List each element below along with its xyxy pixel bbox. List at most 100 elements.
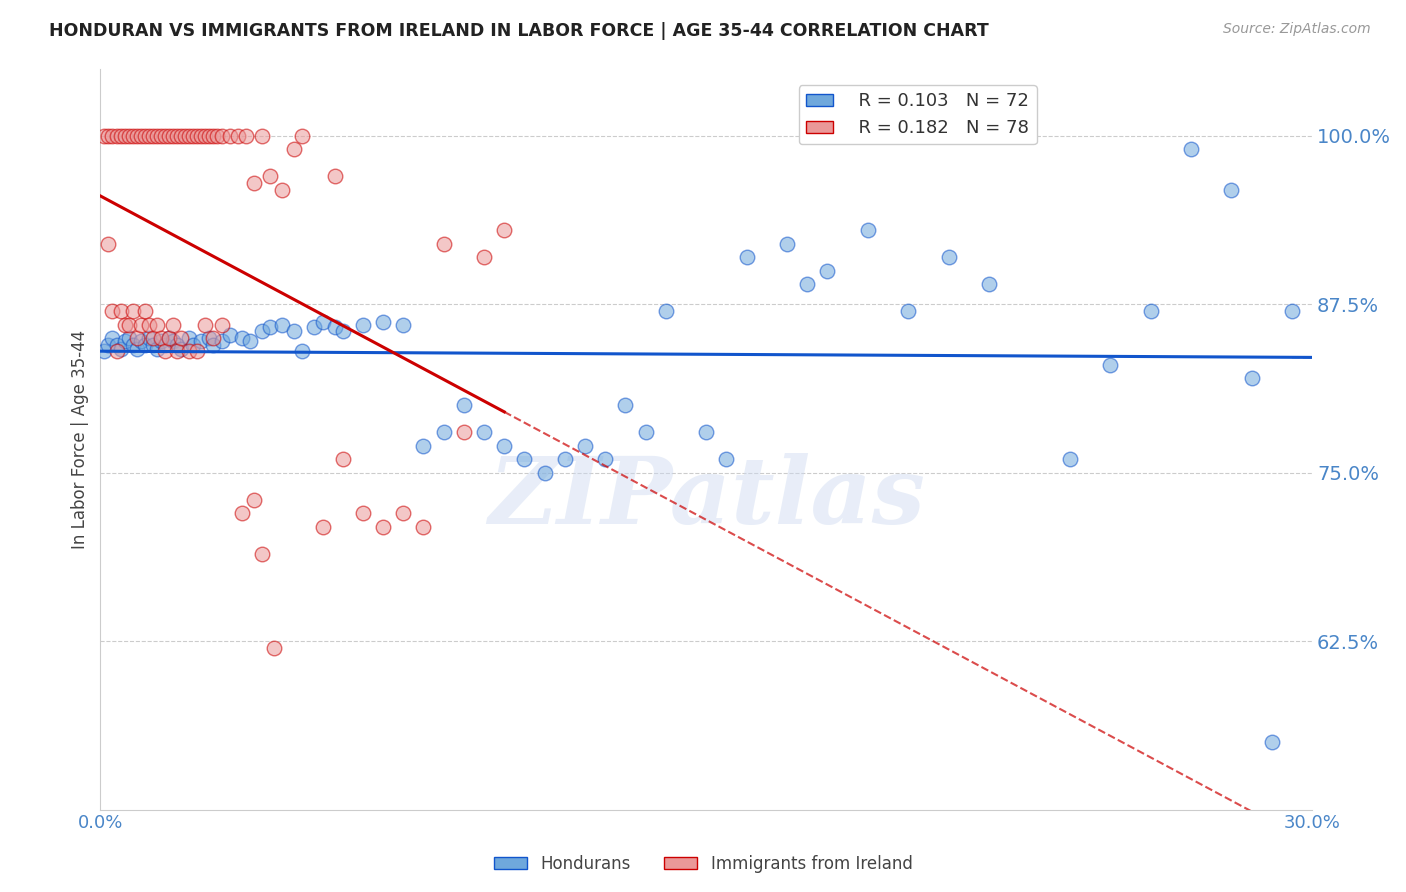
Point (263, 640, 285, 655)
Point (304, 320, 326, 334)
Point (101, 304, 124, 318)
Point (614, 398, 637, 412)
Point (259, 169, 281, 184)
Point (1059, 452, 1081, 467)
Point (153, 344, 176, 359)
Point (138, 128, 160, 143)
Point (186, 344, 208, 359)
Point (977, 277, 1000, 291)
Point (574, 439, 596, 453)
Point (190, 334, 212, 348)
Point (105, 337, 128, 351)
Point (494, 439, 516, 453)
Point (1139, 304, 1161, 318)
Point (97, 236, 120, 251)
Point (101, 331, 124, 345)
Point (157, 331, 180, 345)
Point (1261, 735, 1284, 749)
Point (179, 128, 201, 143)
Point (194, 318, 217, 332)
Point (1281, 304, 1303, 318)
Point (392, 506, 415, 520)
Point (311, 519, 333, 533)
Point (323, 169, 346, 184)
Point (170, 342, 193, 356)
Point (194, 128, 217, 143)
Point (226, 128, 249, 143)
Point (243, 492, 266, 507)
Point (170, 128, 193, 143)
Point (332, 324, 354, 338)
Point (695, 425, 717, 440)
Point (105, 344, 128, 359)
Legend: Hondurans, Immigrants from Ireland: Hondurans, Immigrants from Ireland (486, 848, 920, 880)
Point (166, 128, 188, 143)
Point (117, 128, 139, 143)
Point (198, 128, 221, 143)
Point (149, 128, 172, 143)
Point (166, 337, 188, 351)
Y-axis label: In Labor Force | Age 35-44: In Labor Force | Age 35-44 (72, 329, 89, 549)
Point (371, 519, 394, 533)
Point (271, 318, 294, 332)
Point (218, 128, 240, 143)
Point (162, 318, 184, 332)
Point (121, 337, 143, 351)
Point (291, 344, 314, 359)
Point (179, 331, 201, 345)
Point (129, 318, 152, 332)
Point (259, 320, 281, 334)
Point (243, 176, 266, 190)
Point (129, 334, 152, 348)
Text: Source: ZipAtlas.com: Source: ZipAtlas.com (1223, 22, 1371, 37)
Point (211, 128, 233, 143)
Point (121, 128, 143, 143)
Point (146, 342, 169, 356)
Point (352, 506, 374, 520)
Point (412, 519, 434, 533)
Point (1240, 371, 1263, 385)
Point (117, 318, 139, 332)
Point (157, 331, 180, 345)
Text: HONDURAN VS IMMIGRANTS FROM IRELAND IN LABOR FORCE | AGE 35-44 CORRELATION CHART: HONDURAN VS IMMIGRANTS FROM IRELAND IN L… (49, 22, 988, 40)
Point (202, 331, 225, 345)
Point (231, 506, 253, 520)
Point (207, 128, 229, 143)
Point (110, 304, 132, 318)
Point (138, 318, 160, 332)
Point (271, 183, 294, 197)
Point (198, 331, 221, 345)
Point (283, 142, 305, 156)
Point (186, 128, 208, 143)
Point (134, 304, 156, 318)
Point (202, 128, 225, 143)
Point (735, 250, 758, 264)
Point (433, 236, 456, 251)
Point (283, 324, 305, 338)
Point (211, 334, 233, 348)
Point (291, 128, 314, 143)
Point (110, 342, 132, 356)
Point (146, 128, 169, 143)
Point (110, 128, 132, 143)
Point (181, 128, 204, 143)
Point (494, 223, 516, 237)
Point (97, 337, 120, 351)
Point (352, 318, 374, 332)
Legend:   R = 0.103   N = 72,   R = 0.182   N = 78: R = 0.103 N = 72, R = 0.182 N = 78 (799, 85, 1036, 145)
Point (634, 425, 657, 440)
Point (117, 331, 139, 345)
Point (134, 128, 156, 143)
Point (153, 337, 176, 351)
Point (142, 128, 165, 143)
Point (716, 452, 738, 467)
Point (93, 344, 115, 359)
Point (371, 315, 394, 329)
Point (239, 334, 262, 348)
Point (554, 452, 576, 467)
Point (179, 344, 201, 359)
Point (938, 250, 960, 264)
Point (211, 318, 233, 332)
Point (174, 128, 197, 143)
Point (311, 315, 333, 329)
